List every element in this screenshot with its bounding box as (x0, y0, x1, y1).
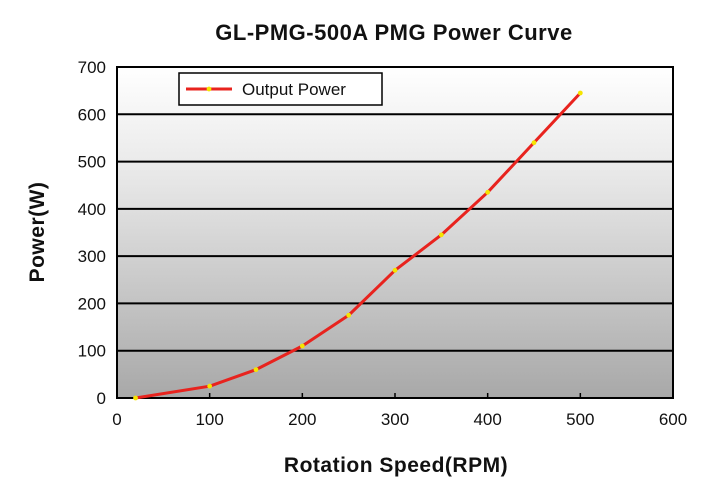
legend-marker-swatch (206, 86, 212, 92)
data-point (207, 383, 213, 389)
y-tick-label: 300 (78, 247, 106, 266)
y-tick-label: 200 (78, 294, 106, 313)
output-power-line (135, 91, 582, 400)
x-tick-label: 300 (381, 410, 409, 429)
y-tick-label: 400 (78, 200, 106, 219)
x-tick-label: 0 (112, 410, 121, 429)
x-tick-label: 500 (566, 410, 594, 429)
y-tick-label: 100 (78, 342, 106, 361)
y-tick-label: 500 (78, 153, 106, 172)
legend-label-output-power: Output Power (242, 80, 346, 99)
chart-title: GL-PMG-500A PMG Power Curve (215, 20, 572, 45)
y-tick-label: 700 (78, 58, 106, 77)
data-points (133, 90, 583, 401)
data-point (253, 367, 259, 373)
legend: Output Power (178, 72, 383, 106)
y-tick-label: 600 (78, 105, 106, 124)
x-axis-label: Rotation Speed(RPM) (284, 454, 508, 477)
data-point (577, 90, 583, 96)
x-tick-label: 100 (195, 410, 223, 429)
y-axis-label: Power(W) (26, 182, 49, 283)
data-point (299, 343, 305, 349)
data-point (531, 140, 537, 146)
y-tick-label: 0 (97, 389, 106, 408)
x-tick-label: 400 (473, 410, 501, 429)
x-tick-label: 200 (288, 410, 316, 429)
legend-box (178, 72, 383, 106)
gridlines (117, 113, 673, 352)
data-point (133, 395, 138, 401)
y-axis-ticks: 0 100 200 300 400 500 600 700 (78, 58, 106, 408)
x-tick-label: 600 (659, 410, 687, 429)
data-point (346, 312, 352, 318)
data-point (438, 232, 444, 238)
plot-area (116, 66, 674, 399)
data-point (392, 267, 398, 273)
x-axis-ticks: 0 100 200 300 400 500 600 (112, 393, 687, 429)
data-point (485, 189, 491, 195)
